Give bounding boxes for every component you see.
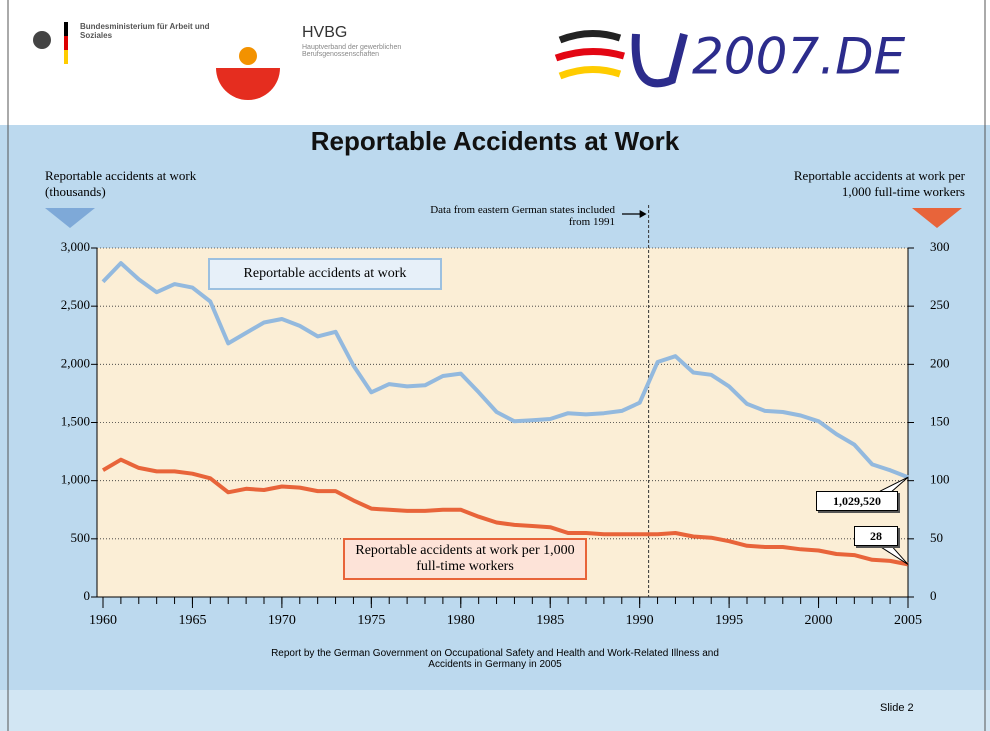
y-tick-label: 1,000 bbox=[61, 472, 90, 487]
series-label: Reportable accidents at work bbox=[208, 258, 442, 290]
x-tick-label: 2005 bbox=[894, 613, 922, 628]
eu-logo bbox=[554, 30, 688, 88]
x-tick-label: 1965 bbox=[178, 613, 206, 628]
x-tick-label: 1995 bbox=[715, 613, 743, 628]
footer-note: Report by the German Government on Occup… bbox=[271, 648, 719, 670]
y2-tick-label: 100 bbox=[930, 472, 950, 487]
hvbg-name: HVBG bbox=[302, 24, 348, 41]
y2-tick-label: 300 bbox=[930, 239, 950, 254]
y-axis-label: Reportable accidents at work (thousands) bbox=[45, 168, 197, 199]
y2-tick-label: 0 bbox=[930, 588, 937, 603]
series-line bbox=[101, 261, 909, 480]
x-tick-label: 1985 bbox=[536, 613, 564, 628]
y-tick-label: 1,500 bbox=[61, 413, 90, 428]
y2-tick-label: 250 bbox=[930, 297, 950, 312]
callout-pointer bbox=[879, 546, 909, 565]
annotation: Data from eastern German states included… bbox=[430, 204, 615, 228]
left-axis-marker bbox=[45, 208, 95, 228]
bottom-bg bbox=[0, 690, 990, 731]
header-bg bbox=[0, 0, 990, 125]
y2-axis-label: Reportable accidents at work per 1,000 f… bbox=[793, 168, 965, 199]
x-tick-label: 1975 bbox=[357, 613, 385, 628]
y2-tick-label: 150 bbox=[930, 413, 950, 428]
eagle-logo bbox=[33, 22, 68, 64]
series-line bbox=[101, 457, 909, 567]
right-axis-marker bbox=[912, 208, 962, 228]
annotation-arrowhead bbox=[639, 210, 647, 218]
data-label: 1,029,520 bbox=[816, 491, 898, 512]
series-label: Reportable accidents at work per 1,000 f… bbox=[343, 538, 587, 580]
y-tick-label: 3,000 bbox=[61, 239, 90, 254]
data-label: 28 bbox=[854, 526, 898, 547]
y-tick-label: 2,500 bbox=[61, 297, 90, 312]
ministry-text: Bundesministerium für Arbeit und Soziale… bbox=[80, 22, 210, 40]
chart-title: Reportable Accidents at Work bbox=[311, 126, 680, 156]
x-tick-label: 1980 bbox=[447, 613, 475, 628]
x-tick-label: 1960 bbox=[89, 613, 117, 628]
x-tick-label: 1990 bbox=[626, 613, 654, 628]
y2-tick-label: 50 bbox=[930, 530, 943, 545]
y-tick-label: 0 bbox=[84, 588, 91, 603]
hvbg-subtitle: Hauptverband der gewerblichen Berufsgeno… bbox=[302, 44, 402, 58]
y-tick-label: 2,000 bbox=[61, 355, 90, 370]
y2-tick-label: 200 bbox=[930, 355, 950, 370]
y-tick-label: 500 bbox=[71, 530, 91, 545]
x-tick-label: 2000 bbox=[805, 613, 833, 628]
slide-number: Slide 2 bbox=[880, 702, 914, 714]
callout-pointer bbox=[879, 476, 909, 492]
hvbg-logo bbox=[216, 47, 280, 100]
x-tick-label: 1970 bbox=[268, 613, 296, 628]
eu-logo-text: 2007.DE bbox=[692, 28, 906, 86]
